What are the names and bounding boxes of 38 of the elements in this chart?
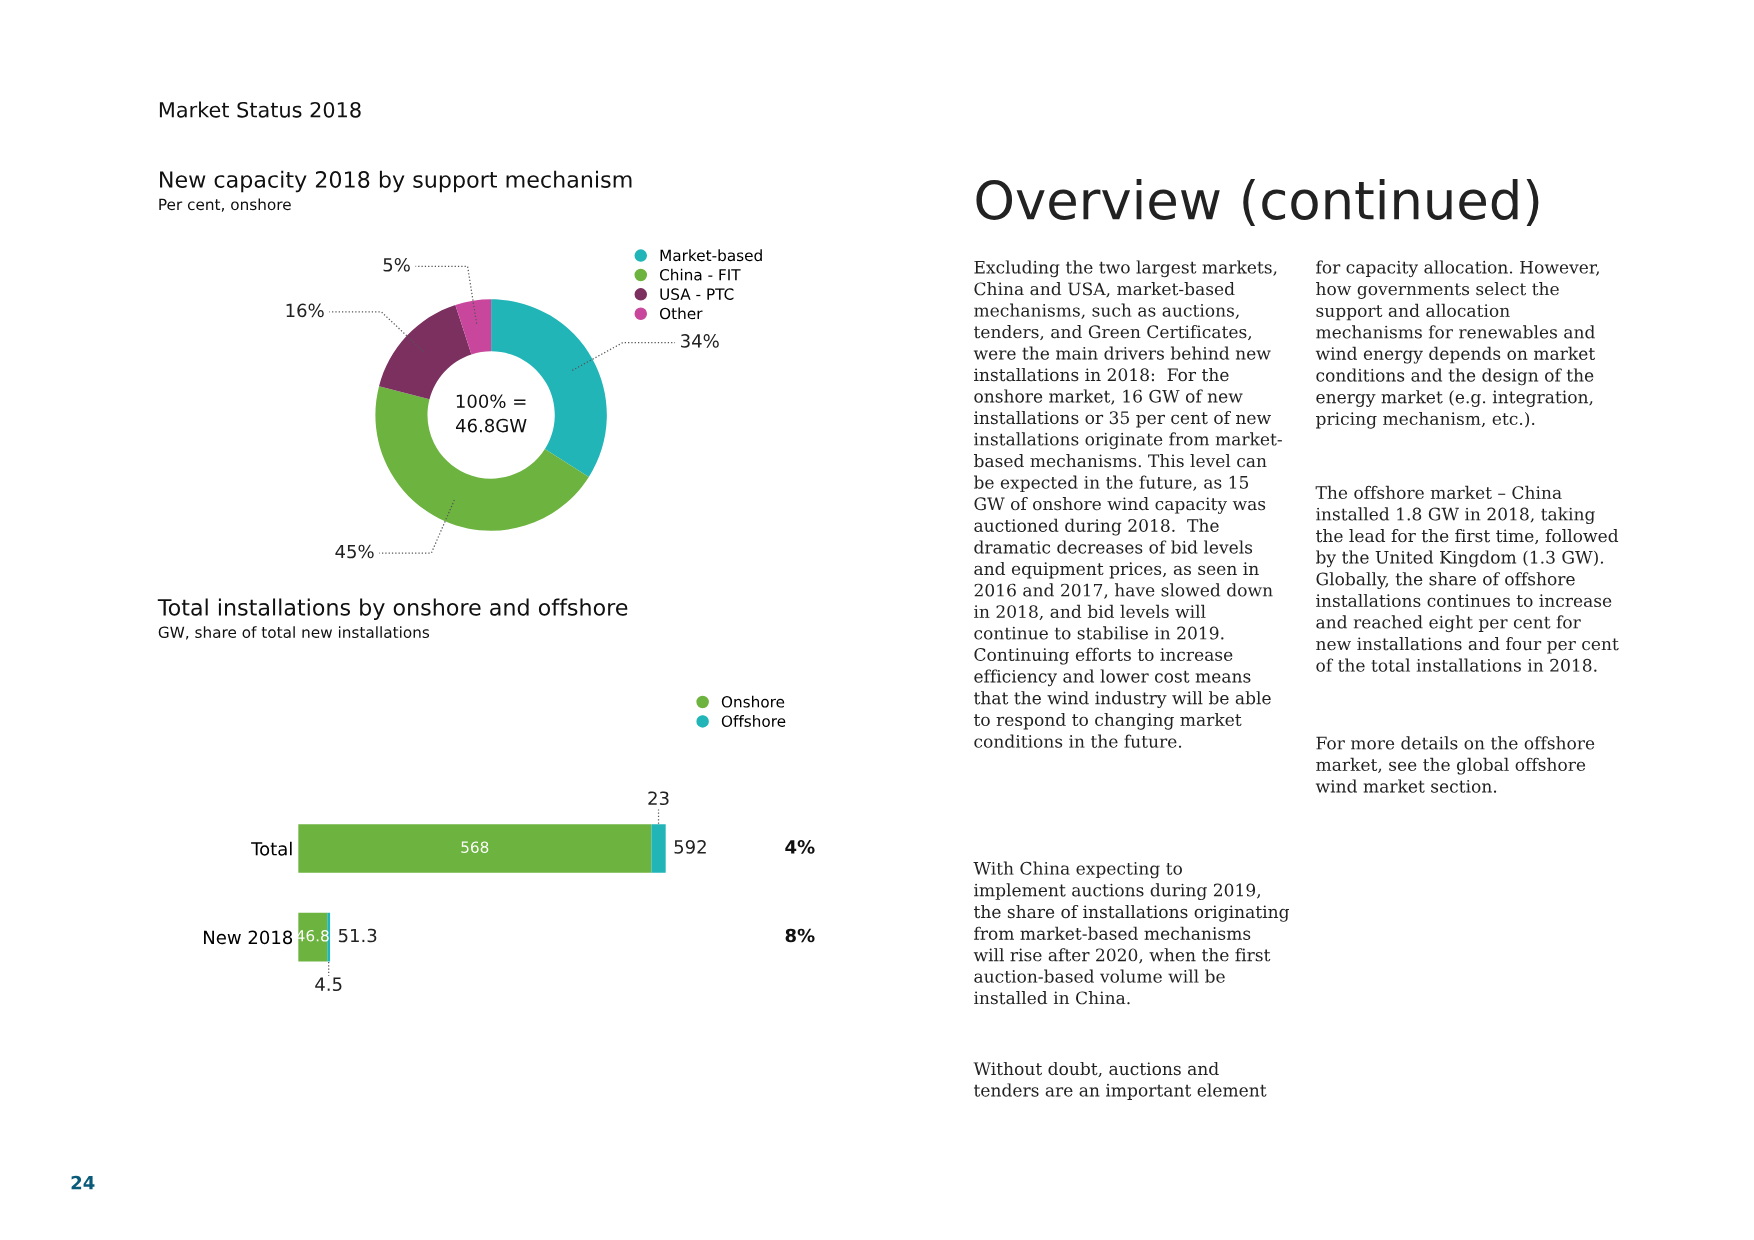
text: For more details on the offshore market, see the global offshore wind market section. (1315, 736, 1595, 793)
total-label: 592 (674, 840, 706, 854)
total-label: 51.3 (338, 928, 377, 943)
text: Overview (continued) (976, 179, 1539, 227)
data-label: 23 (648, 791, 669, 806)
text: Excluding the two largest markets, China and USA, market-based mechanisms, such as auctions, tenders, and Green Certificates, were the main drivers behind new installations in 2018: For the onshore market, 16 GW of new installations or 35 per cent of new installations originate from market- based mechanisms. This level can be expected in the future, as 15 GW of onshore wind capacity was auctioned during 2018. The dramatic decreases of bid levels and equipment prices, as seen in 2016 and 2017, have slowed down in 2018, and bid levels will continue to stabilise in 2019. Continuing efforts to increase efficiency and lower cost means that the wind industry will be able to respond to changing market conditions in the future. (973, 260, 1282, 748)
y-tick-label: New 2018 (204, 930, 293, 945)
y-tick-label: Total (251, 841, 292, 856)
data-label: 45% (335, 544, 374, 559)
text: 100% = 46.8GW (455, 394, 527, 433)
chart-subtitle: Per cent, onshore (159, 198, 291, 212)
bar (651, 824, 666, 873)
text: The offshore market – China installed 1.8 GW in 2018, taking the lead for the first time, followed by the United Kingdom (1.3 GW). Globally, the share of offshore installations continues to increase and reached eight per cent for new installations and four per cent of the total installations in 2018. (1315, 485, 1619, 672)
data-label: 568 (461, 841, 489, 853)
legend-label: Offshore (721, 715, 786, 727)
chart-subtitle: GW, share of total new installations (158, 626, 430, 640)
legend-label: USA - PTC (660, 288, 734, 300)
legend-label: Market-based (660, 249, 762, 262)
legend-label: Onshore (721, 695, 785, 708)
data-label: 4.5 (315, 977, 342, 992)
text: 4% (785, 840, 815, 854)
legend-label: Other (659, 307, 703, 320)
text: Market Status 2018 (159, 101, 361, 118)
bar (298, 824, 652, 873)
chart-title: New capacity 2018 by support mechanism (160, 170, 632, 193)
text: Without doubt, auctions and tenders are an important element (973, 1061, 1267, 1100)
chart-title: Total installations by onshore and offshore (157, 598, 628, 620)
text: 24 (71, 1175, 95, 1190)
text: 8% (785, 928, 815, 943)
text: With China expecting to implement auctions during 2019, the share of installations originating from market-based mechanisms will rise after 2020, when the first auction-based volume will be installed in China. (973, 861, 1290, 1005)
data-label: 5% (383, 257, 410, 272)
bar (327, 912, 331, 962)
donut-slice (455, 299, 492, 355)
donut-slice (375, 386, 589, 531)
legend-label: China - FIT (659, 268, 741, 281)
data-label: 34% (681, 334, 719, 348)
text: for capacity allocation. However, how governments select the support and allocation mechanisms for renewables and wind energy depends on market conditions and the design of the energy market (e.g. integration, pricing mechanism, etc.). (1315, 260, 1599, 429)
data-label: 16% (286, 303, 324, 318)
